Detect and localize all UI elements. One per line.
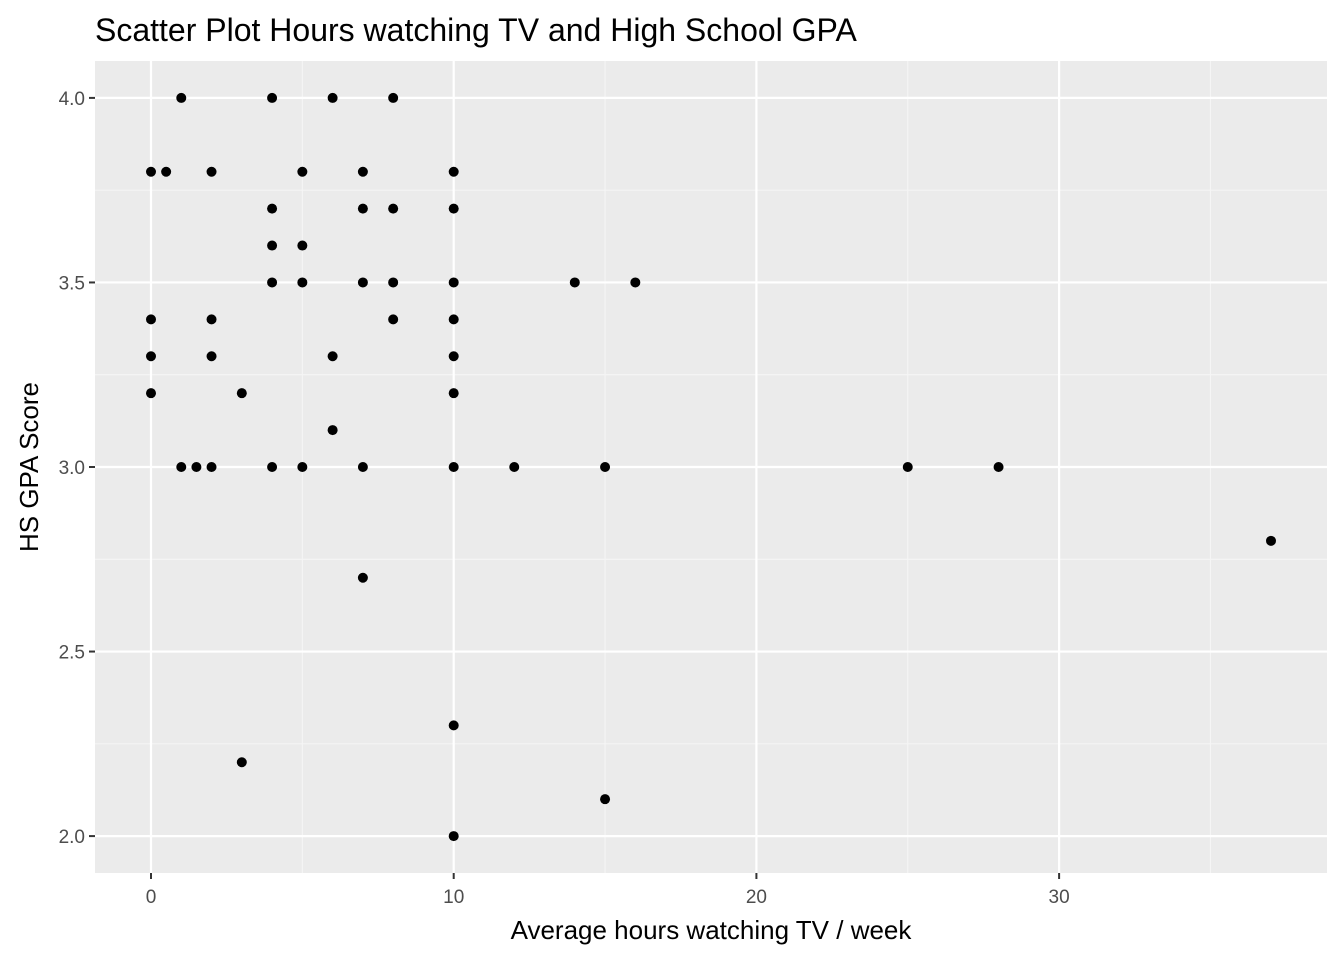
x-tick-label: 10 bbox=[443, 887, 464, 908]
y-tick-label: 3.0 bbox=[59, 458, 85, 479]
y-tick-label: 2.0 bbox=[59, 827, 85, 848]
data-point bbox=[448, 314, 459, 325]
data-point bbox=[297, 462, 308, 472]
data-point bbox=[327, 425, 338, 436]
data-point bbox=[146, 314, 156, 325]
data-point bbox=[267, 92, 278, 103]
data-point bbox=[267, 462, 278, 472]
data-point bbox=[236, 388, 247, 399]
data-point bbox=[600, 462, 611, 472]
data-point bbox=[902, 462, 913, 472]
chart-title: Scatter Plot Hours watching TV and High … bbox=[95, 12, 858, 48]
x-tick-label: 0 bbox=[146, 887, 157, 908]
data-point bbox=[448, 351, 459, 362]
data-point bbox=[267, 277, 278, 288]
y-tick-label: 2.5 bbox=[59, 643, 85, 664]
data-point bbox=[146, 351, 156, 362]
data-point bbox=[267, 240, 278, 251]
data-point bbox=[176, 92, 187, 103]
data-point bbox=[357, 572, 368, 583]
data-point bbox=[146, 388, 156, 399]
data-point bbox=[448, 720, 459, 731]
data-point bbox=[206, 314, 217, 325]
data-point bbox=[191, 462, 202, 472]
y-tick-label: 4.0 bbox=[59, 89, 85, 110]
data-point bbox=[448, 388, 459, 399]
data-point bbox=[357, 203, 368, 214]
data-point bbox=[600, 794, 611, 805]
y-tick-label: 3.5 bbox=[59, 273, 85, 294]
data-point bbox=[448, 277, 459, 288]
x-tick-label: 20 bbox=[746, 887, 767, 908]
data-points bbox=[146, 92, 1276, 842]
x-axis-ticks: 0 10 20 30 bbox=[146, 873, 1070, 908]
data-point bbox=[509, 462, 520, 472]
x-tick-label: 30 bbox=[1049, 887, 1070, 908]
data-point bbox=[357, 166, 368, 177]
data-point bbox=[176, 462, 187, 472]
data-point bbox=[448, 166, 459, 177]
data-point bbox=[161, 166, 172, 177]
x-axis-title: Average hours watching TV / week bbox=[511, 915, 913, 945]
data-point bbox=[146, 166, 156, 177]
data-point bbox=[327, 351, 338, 362]
data-point bbox=[448, 831, 459, 842]
data-point bbox=[236, 757, 247, 768]
data-point bbox=[357, 462, 368, 472]
data-point bbox=[388, 92, 399, 103]
data-point bbox=[357, 277, 368, 288]
data-point bbox=[388, 203, 399, 214]
data-point bbox=[327, 92, 338, 103]
data-point bbox=[448, 203, 459, 214]
data-point bbox=[1266, 535, 1276, 546]
data-point bbox=[297, 277, 308, 288]
data-point bbox=[297, 240, 308, 251]
data-point bbox=[388, 277, 399, 288]
data-point bbox=[206, 166, 217, 177]
data-point bbox=[267, 203, 278, 214]
y-axis-ticks: 2.0 2.5 3.0 3.5 4.0 bbox=[59, 89, 95, 848]
data-point bbox=[297, 166, 308, 177]
data-point bbox=[206, 351, 217, 362]
data-point bbox=[448, 462, 459, 472]
y-axis-title: HS GPA Score bbox=[14, 382, 44, 552]
data-point bbox=[630, 277, 641, 288]
data-point bbox=[993, 462, 1004, 472]
data-point bbox=[206, 462, 217, 472]
data-point bbox=[388, 314, 399, 325]
data-point bbox=[569, 277, 580, 288]
